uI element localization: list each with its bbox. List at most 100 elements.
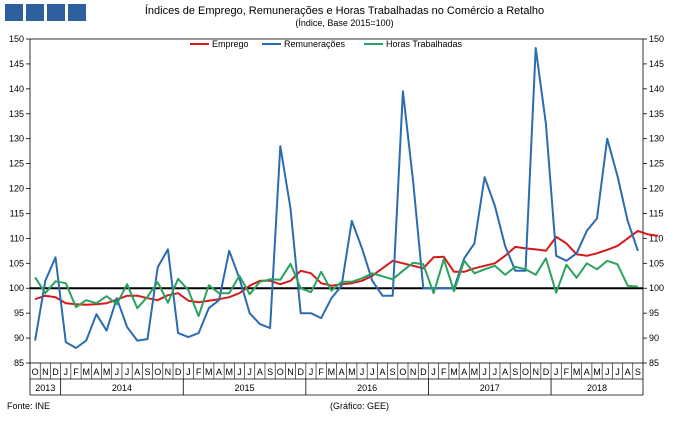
- y-tick-label-right: 95: [649, 308, 659, 318]
- y-tick-label-right: 110: [649, 233, 663, 243]
- month-label: A: [339, 367, 345, 377]
- y-tick-label-left: 90: [14, 333, 24, 343]
- month-label: O: [277, 367, 284, 377]
- month-label: M: [450, 367, 458, 377]
- chart-subtitle: (Índice, Base 2015=100): [295, 18, 394, 28]
- month-label: A: [502, 367, 508, 377]
- month-label: M: [328, 367, 336, 377]
- month-label: J: [370, 367, 375, 377]
- year-label: 2018: [587, 383, 607, 393]
- month-label: M: [82, 367, 90, 377]
- gee-logo: [5, 4, 86, 21]
- y-tick-label-left: 100: [9, 283, 24, 293]
- y-tick-label-left: 105: [9, 258, 24, 268]
- month-label: O: [522, 367, 529, 377]
- y-tick-label-right: 135: [649, 109, 664, 119]
- y-tick-label-left: 140: [9, 84, 24, 94]
- y-tick-label-right: 105: [649, 258, 664, 268]
- year-label: 2013: [35, 383, 55, 393]
- month-label: A: [134, 367, 140, 377]
- month-label: S: [390, 367, 396, 377]
- year-label: 2015: [235, 383, 255, 393]
- month-label: N: [410, 367, 417, 377]
- month-label: F: [318, 367, 324, 377]
- month-label: D: [543, 367, 550, 377]
- month-label: D: [175, 367, 182, 377]
- month-label: O: [399, 367, 406, 377]
- month-label: J: [360, 367, 365, 377]
- y-tick-label-right: 115: [649, 208, 663, 218]
- month-label: F: [196, 367, 202, 377]
- month-label: J: [431, 367, 436, 377]
- month-label: S: [635, 367, 641, 377]
- month-label: A: [584, 367, 590, 377]
- logo-square: [47, 4, 65, 21]
- month-label: A: [257, 367, 263, 377]
- month-label: M: [225, 367, 233, 377]
- month-label: N: [287, 367, 294, 377]
- chart-title: Índices de Emprego, Remunerações e Horas…: [144, 5, 545, 17]
- month-label: M: [471, 367, 479, 377]
- y-tick-label-right: 145: [649, 59, 664, 69]
- legend-item: Remunerações: [284, 39, 346, 49]
- y-tick-label-left: 125: [9, 159, 24, 169]
- month-label: J: [237, 367, 242, 377]
- month-label: A: [379, 367, 385, 377]
- month-label: M: [573, 367, 581, 377]
- logo-square: [5, 4, 23, 21]
- month-label: N: [532, 367, 539, 377]
- chart-credit: (Gráfico: GEE): [330, 401, 390, 411]
- y-tick-label-right: 140: [649, 84, 664, 94]
- logo-square: [26, 4, 44, 21]
- month-label: D: [297, 367, 304, 377]
- y-tick-label-right: 90: [649, 333, 659, 343]
- month-label: J: [125, 367, 130, 377]
- month-label: D: [420, 367, 427, 377]
- month-label: F: [564, 367, 570, 377]
- month-label: A: [625, 367, 631, 377]
- month-label: J: [605, 367, 610, 377]
- month-label: A: [93, 367, 99, 377]
- month-label: J: [186, 367, 191, 377]
- month-label: J: [493, 367, 498, 377]
- y-tick-label-right: 120: [649, 184, 664, 194]
- y-tick-label-left: 130: [9, 134, 24, 144]
- month-label: O: [32, 367, 39, 377]
- year-label: 2017: [480, 383, 500, 393]
- month-label: A: [461, 367, 467, 377]
- y-tick-label-right: 125: [649, 159, 664, 169]
- y-tick-label-right: 100: [649, 283, 664, 293]
- month-label: O: [154, 367, 161, 377]
- month-label: M: [103, 367, 111, 377]
- series-line-horas-trabalhadas: [34, 257, 638, 318]
- month-label: J: [309, 367, 314, 377]
- month-label: M: [205, 367, 213, 377]
- y-tick-label-right: 130: [649, 134, 664, 144]
- legend-item: Emprego: [212, 39, 249, 49]
- month-label: S: [512, 367, 518, 377]
- month-label: J: [615, 367, 620, 377]
- year-label: 2014: [112, 383, 132, 393]
- month-label: J: [115, 367, 120, 377]
- month-label: J: [64, 367, 69, 377]
- month-label: S: [144, 367, 150, 377]
- y-tick-label-left: 135: [9, 109, 24, 119]
- series-line-remunerações: [34, 47, 639, 349]
- month-label: J: [554, 367, 559, 377]
- month-label: A: [216, 367, 222, 377]
- y-tick-label-right: 85: [649, 358, 659, 368]
- year-label: 2016: [357, 383, 377, 393]
- month-label: F: [441, 367, 447, 377]
- legend-item: Horas Trabalhadas: [386, 39, 463, 49]
- month-label: N: [42, 367, 49, 377]
- y-tick-label-left: 110: [10, 233, 24, 243]
- y-tick-label-left: 120: [9, 184, 24, 194]
- y-tick-label-left: 85: [14, 358, 24, 368]
- month-label: F: [73, 367, 79, 377]
- month-label: D: [52, 367, 59, 377]
- y-tick-label-left: 145: [9, 59, 24, 69]
- month-label: J: [482, 367, 487, 377]
- source-note: Fonte: INE: [7, 401, 51, 411]
- month-label: M: [348, 367, 356, 377]
